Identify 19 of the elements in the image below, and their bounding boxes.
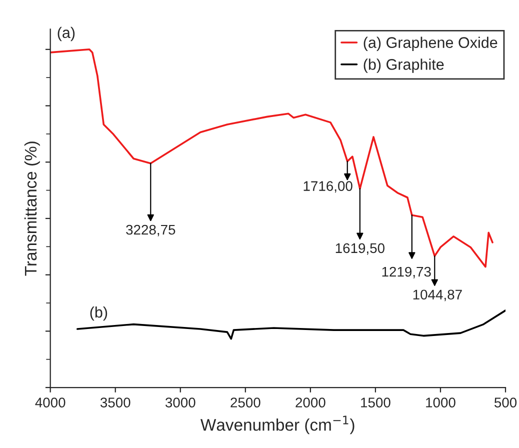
annotation: 1716,00 (304, 181, 352, 193)
x-tick-label: 2000 (296, 398, 326, 408)
x-tick-label: 4000 (35, 398, 66, 408)
x-tick-label: 1000 (426, 398, 456, 408)
y-axis-title: Transmittance (%) (24, 142, 40, 276)
annotation: 1044,87 (413, 290, 462, 302)
x-tick-label: 500 (494, 398, 517, 408)
x-tick-label: 2500 (230, 398, 260, 408)
annotation: (b) (90, 306, 108, 321)
x-tick-label: 3500 (100, 398, 130, 408)
annotation: 1619,50 (336, 243, 384, 255)
legend-label: (b) Graphite (364, 58, 444, 73)
annotation: (a) (58, 26, 75, 42)
legend-label: (a) Graphene Oxide (364, 36, 498, 51)
annotation: 1219,73 (382, 266, 431, 278)
x-tick-label: 1500 (361, 398, 390, 408)
x-tick-label: 3000 (165, 398, 196, 408)
x-axis-title: Wavenumber (cm$^{−1}$) (200, 416, 354, 434)
annotation: 3228,75 (126, 224, 176, 236)
